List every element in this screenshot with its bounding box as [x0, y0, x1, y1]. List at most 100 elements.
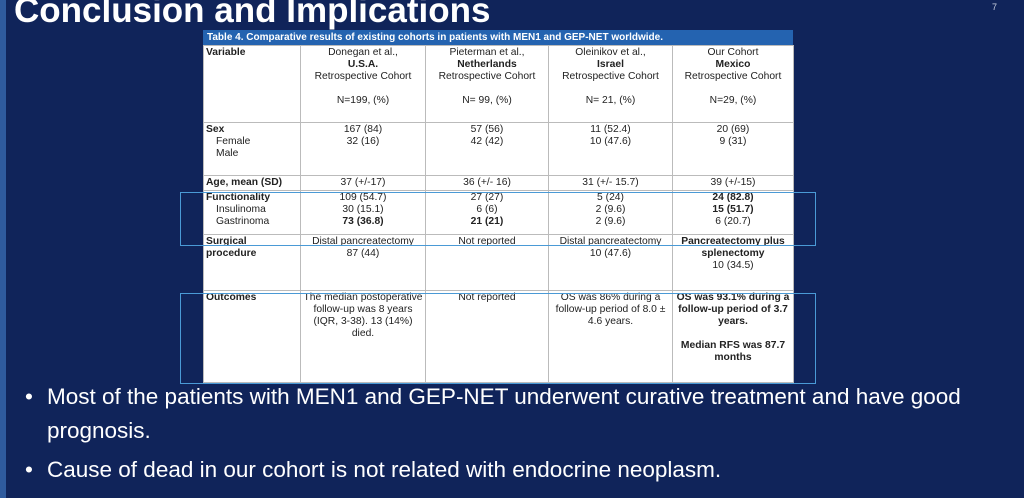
cell-text: 2 (9.6): [595, 204, 626, 215]
cell-text: 10 (34.5): [712, 260, 754, 271]
header-cell: Pieterman et al., Netherlands Retrospectiv…: [425, 45, 549, 123]
table-cell: 57 (56) 42 (42): [425, 122, 549, 176]
table-cell: 109 (54.7) 30 (15.1) 73 (36.8): [300, 190, 426, 235]
table-cell: Functionality Insulinoma Gastrinoma: [203, 190, 301, 235]
header-cell: Our Cohort Mexico Retrospective Cohort N=29…: [672, 45, 794, 123]
cell-text: 87 (44): [346, 248, 380, 259]
cell-text: Insulinoma: [216, 204, 266, 215]
cell-text: 167 (84): [343, 124, 383, 135]
header-text: Retrospective Cohort: [314, 71, 412, 82]
table-cell: 36 (+/- 16): [425, 175, 549, 191]
cell-text: Not reported: [458, 292, 516, 303]
table-cell: The median postoperative follow-up was 8…: [300, 290, 426, 383]
header-text: Mexico: [715, 59, 751, 70]
cell-text: OS was 86% during a follow-up period of …: [555, 292, 666, 327]
cell-text: 11 (52.4): [590, 124, 631, 135]
table-row: Functionality Insulinoma Gastrinoma 109 (54…: [203, 190, 794, 235]
header-text: Israel: [597, 59, 624, 70]
table-cell: Pancreatectomy plus splenectomy 10 (34.5): [672, 234, 794, 291]
table-row: Outcomes The median postoperative follow-…: [203, 290, 794, 383]
header-text: Our Cohort: [707, 47, 759, 58]
header-text: Oleinikov et al.,: [575, 47, 646, 58]
header-text: Retrospective Cohort: [438, 71, 536, 82]
bullet-text: Most of the patients with MEN1 and GEP-N…: [47, 384, 961, 443]
table-cell: 20 (69) 9 (31): [672, 122, 794, 176]
header-cell: Oleinikov et al., Israel Retrospective Coh…: [548, 45, 673, 123]
cell-text: Female: [216, 136, 251, 147]
cell-text: 9 (31): [719, 136, 747, 147]
cell-text: 10 (47.6): [589, 248, 632, 259]
table-panel: Table 4. Comparative results of existing…: [203, 30, 794, 383]
cell-text: Sex: [206, 124, 225, 135]
highlight-box: [180, 192, 816, 246]
table-cell: Outcomes: [203, 290, 301, 383]
table-row: Sex Female Male 167 (84) 32 (16) 57 (56) 42 (4…: [203, 122, 794, 176]
cell-text: 10 (47.6): [589, 136, 632, 147]
header-text: N=29, (%): [709, 95, 757, 106]
table-cell: 24 (82.8) 15 (51.7) 6 (20.7): [672, 190, 794, 235]
cell-text: Functionality: [206, 192, 271, 203]
table-cell: OS was 93.1% during a follow-up period o…: [672, 290, 794, 383]
header-row: Variable Donegan et al., U.S.A. Retrospecti…: [203, 45, 794, 123]
cell-text: Distal pancreatectomy: [312, 236, 414, 247]
cell-text: 27 (27): [470, 192, 504, 203]
bullet-dot: •: [25, 457, 33, 482]
cell-text: 20 (69): [716, 124, 750, 135]
header-cell: Donegan et al., U.S.A. Retrospective Cohor…: [300, 45, 426, 123]
cell-text: Outcomes: [206, 292, 257, 303]
header-text: Pieterman et al.,: [449, 47, 525, 58]
cell-text: 5 (24): [597, 192, 624, 203]
header-text: Netherlands: [457, 59, 517, 70]
cell-text: 6 (20.7): [715, 216, 751, 227]
cell-text: 31 (+/- 15.7): [582, 177, 639, 188]
slide-title: Conclusion and Implications: [14, 0, 491, 30]
table-cell: 27 (27) 6 (6) 21 (21): [425, 190, 549, 235]
table-cell: 11 (52.4) 10 (47.6): [548, 122, 673, 176]
table-cell: Not reported: [425, 290, 549, 383]
table-cell: 167 (84) 32 (16): [300, 122, 426, 176]
bullet: • Cause of dead in our cohort is not rela…: [25, 453, 1017, 487]
cell-text: 42 (42): [470, 136, 504, 147]
cell-text: 39 (+/-15): [710, 177, 756, 188]
header-cell: Variable: [203, 45, 301, 123]
table-cell: Distal pancreatectomy 10 (47.6): [548, 234, 673, 291]
cell-text: Age, mean (SD): [206, 177, 283, 188]
table-cell: 37 (+/-17): [300, 175, 426, 191]
cell-text: 21 (21): [470, 216, 504, 227]
cell-text: 15 (51.7): [712, 204, 754, 215]
table-cell: Sex Female Male: [203, 122, 301, 176]
cell-text: Gastrinoma: [216, 216, 270, 227]
cell-text: 73 (36.8): [342, 216, 384, 227]
table-cell: Surgical procedure: [203, 234, 301, 291]
header-text: Donegan et al.,: [328, 47, 398, 58]
side-strip: [0, 0, 6, 498]
cell-text: 24 (82.8): [712, 192, 754, 203]
bullet-dot: •: [25, 384, 33, 409]
highlight-box: [180, 293, 816, 384]
table-cell: 31 (+/- 15.7): [548, 175, 673, 191]
cell-text: Not reported: [458, 236, 516, 247]
cell-text: 6 (6): [476, 204, 498, 215]
table-cell: Distal pancreatectomy 87 (44): [300, 234, 426, 291]
header-text: U.S.A.: [347, 59, 379, 70]
cell-text: 30 (15.1): [342, 204, 384, 215]
cell-text: Surgical procedure: [206, 236, 257, 259]
header-text: Retrospective Cohort: [684, 71, 782, 82]
slide-number: 7: [992, 2, 998, 12]
cell-text: 32 (16): [346, 136, 380, 147]
cell-text: 2 (9.6): [595, 216, 626, 227]
cell-text: 109 (54.7): [339, 192, 387, 203]
table-row: Surgical procedure Distal pancreatectomy 8…: [203, 234, 794, 291]
table-cell: Age, mean (SD): [203, 175, 301, 191]
bullet-text: Cause of dead in our cohort is not relat…: [47, 457, 722, 482]
table: Variable Donegan et al., U.S.A. Retrospecti…: [203, 45, 794, 383]
cell-text: 37 (+/-17): [340, 177, 386, 188]
table-cell: OS was 86% during a follow-up period of …: [548, 290, 673, 383]
table-cell: 39 (+/-15): [672, 175, 794, 191]
cell-text: 36 (+/- 16): [463, 177, 511, 188]
cell-text: Male: [216, 148, 239, 159]
table-caption: Table 4. Comparative results of existing…: [203, 30, 793, 45]
header-text: Variable: [206, 47, 246, 58]
header-text: N=199, (%): [336, 95, 390, 106]
